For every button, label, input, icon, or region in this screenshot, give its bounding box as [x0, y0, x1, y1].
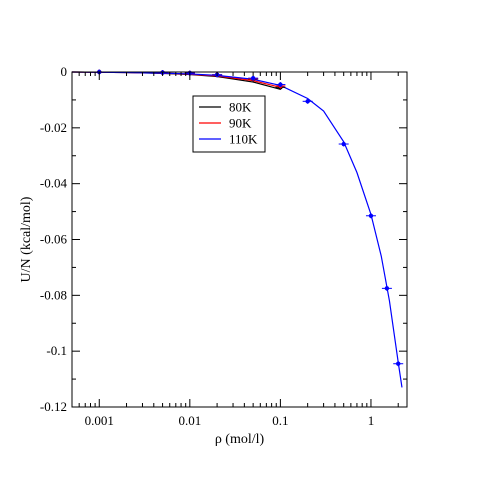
- data-point-110K: [248, 75, 259, 81]
- y-tick-label: -0.08: [40, 287, 67, 302]
- series-line-110K: [71, 71, 403, 388]
- legend-item-90K: 90K: [199, 116, 252, 131]
- marker: [384, 286, 390, 291]
- x-axis-label: ρ (mol/l): [215, 432, 265, 447]
- y-tick-label: -0.1: [46, 343, 67, 358]
- x-tick-label: 0.1: [272, 413, 288, 428]
- y-tick-label: -0.04: [40, 176, 68, 191]
- marker: [305, 99, 310, 104]
- legend-item-80K: 80K: [199, 100, 252, 115]
- x-tick-label: 0.01: [178, 413, 201, 428]
- data-point-110K: [393, 361, 404, 367]
- data-point-110K: [302, 98, 313, 104]
- y-tick-label: -0.02: [40, 120, 67, 135]
- marker: [250, 75, 256, 81]
- marker: [341, 141, 346, 147]
- legend-label: 80K: [229, 100, 252, 115]
- legend-label: 110K: [229, 132, 258, 147]
- y-tick-label: 0: [61, 64, 68, 79]
- x-tick-label: 0.001: [85, 413, 114, 428]
- data-point-110K: [381, 285, 392, 291]
- marker: [278, 82, 283, 87]
- y-tick-label: -0.06: [40, 232, 68, 247]
- marker: [368, 213, 374, 218]
- y-axis: 0 -0.02 -0.04 -0.06 -0.08 -0.1 -0.12: [40, 64, 407, 414]
- legend-box: [192, 95, 266, 153]
- x-tick-label: 1: [368, 413, 375, 428]
- x-axis: 0.001 0.01 0.1 1: [71, 72, 399, 428]
- legend-label: 90K: [229, 116, 252, 131]
- y-axis-label: U/N (kcal/mol): [19, 196, 34, 282]
- data-point-110K: [365, 213, 376, 219]
- legend-item-110K: 110K: [199, 132, 258, 147]
- data-point-110K: [338, 141, 349, 147]
- marker: [396, 361, 401, 366]
- data-point-110K: [275, 82, 286, 88]
- y-tick-label: -0.12: [40, 399, 67, 414]
